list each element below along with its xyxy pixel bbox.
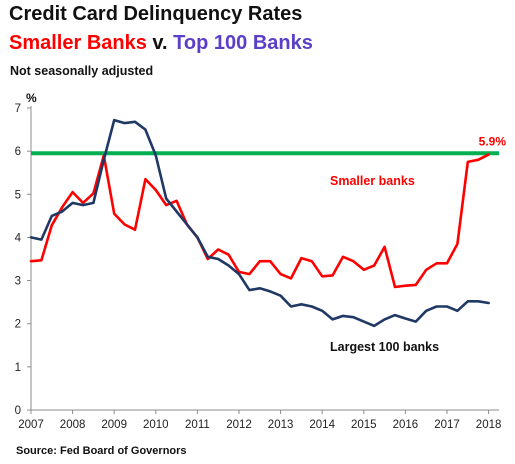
y-tick-label: 6 <box>15 146 21 158</box>
chart-subtitle: Smaller Banks v. Top 100 Banks <box>9 32 313 55</box>
x-tick-label: 2011 <box>185 419 210 431</box>
reference-line-group: 5.9% <box>31 134 507 156</box>
y-tick-label: 7 <box>15 103 21 115</box>
x-tick-label: 2010 <box>143 419 169 431</box>
series-lines <box>29 118 490 328</box>
subtitle-smaller-banks: Smaller Banks <box>9 32 147 54</box>
source-note: Source: Fed Board of Governors <box>16 445 187 457</box>
y-tick-label: 4 <box>15 232 22 244</box>
x-tick-label: 2017 <box>434 419 460 431</box>
x-tick-label: 2012 <box>226 419 252 431</box>
largest-banks-label: Largest 100 banks <box>330 340 439 354</box>
x-tick-label: 2009 <box>101 419 127 431</box>
reference-value-label: 5.9% <box>479 134 507 148</box>
series-labels: Smaller banks Largest 100 banks <box>330 174 439 354</box>
x-tick-label: 2018 <box>476 419 502 431</box>
subtitle-top-100-banks: Top 100 Banks <box>173 32 313 54</box>
chart-title: Credit Card Delinquency Rates <box>9 3 303 25</box>
x-tick-label: 2008 <box>60 419 86 431</box>
y-tick-label: 0 <box>15 405 21 417</box>
smaller-banks-line <box>29 153 490 289</box>
axes: 0 1 2 3 4 5 6 7 2007 2008 2009 2010 2011 2012 2013 2014… <box>15 91 502 431</box>
x-tick-label: 2013 <box>268 419 294 431</box>
largest-100-banks-line <box>29 118 490 328</box>
x-tick-label: 2007 <box>18 419 44 431</box>
subtitle-versus: v. <box>146 32 174 54</box>
y-axis-label: % <box>26 91 37 105</box>
adjustment-note: Not seasonally adjusted <box>10 64 154 78</box>
y-tick-label: 1 <box>15 362 21 374</box>
x-tick-label: 2015 <box>351 419 377 431</box>
y-tick-label: 2 <box>15 319 21 331</box>
smaller-banks-label: Smaller banks <box>330 174 415 188</box>
y-tick-label: 5 <box>15 189 21 201</box>
y-tick-label: 3 <box>15 276 21 288</box>
x-tick-label: 2016 <box>393 419 419 431</box>
x-tick-label: 2014 <box>309 419 335 431</box>
